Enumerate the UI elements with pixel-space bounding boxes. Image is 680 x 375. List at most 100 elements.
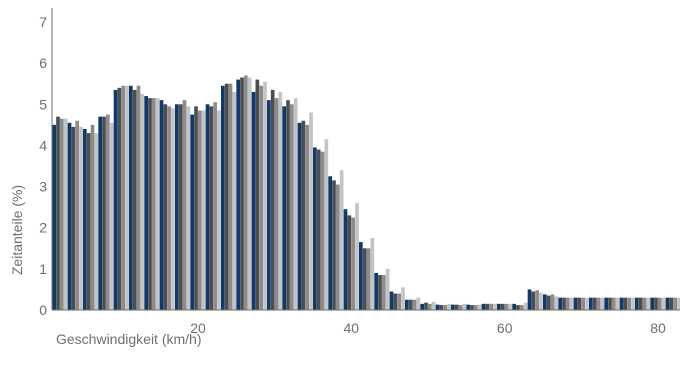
bar-42-s4 <box>370 238 375 310</box>
bar-26-s4 <box>247 77 252 310</box>
bar-56-s4 <box>477 304 482 310</box>
bar-22-s2 <box>209 106 214 310</box>
bar-64-s4 <box>539 292 543 310</box>
bar-24-s1 <box>221 85 225 311</box>
bar-30-s4 <box>278 91 283 310</box>
bar-8-s3 <box>106 114 110 310</box>
bar-66-s3 <box>550 294 555 310</box>
bar-32-s3 <box>290 104 294 310</box>
bar-74-s2 <box>608 297 612 310</box>
bar-68-s2 <box>562 297 566 310</box>
bar-82-s3 <box>673 297 678 310</box>
bar-32-s1 <box>282 106 287 310</box>
bar-38-s1 <box>328 176 333 310</box>
bar-66-s2 <box>546 295 551 310</box>
bar-60-s3 <box>504 303 509 310</box>
bar-54-s2 <box>454 304 459 310</box>
x-axis-title: Geschwindigkeit (km/h) <box>56 331 202 347</box>
bar-80-s2 <box>654 297 658 310</box>
bar-60-s1 <box>497 303 501 310</box>
bar-48-s2 <box>408 299 413 310</box>
y-tick-label: 6 <box>39 55 47 71</box>
bar-56-s2 <box>470 305 474 310</box>
bar-48-s4 <box>416 297 421 310</box>
bar-4-s3 <box>75 120 80 311</box>
bar-26-s3 <box>244 75 248 311</box>
bar-40-s3 <box>351 217 356 310</box>
bar-24-s2 <box>224 83 229 311</box>
bar-28-s1 <box>251 91 256 310</box>
bar-42-s1 <box>359 242 363 310</box>
bar-52-s3 <box>443 305 448 310</box>
bar-82-s2 <box>669 297 674 310</box>
bar-6-s3 <box>90 124 95 310</box>
bar-6-s1 <box>83 128 87 310</box>
bar-26-s1 <box>236 79 241 310</box>
bar-64-s1 <box>527 289 532 310</box>
bar-16-s2 <box>163 104 168 310</box>
bar-50-s1 <box>420 303 425 310</box>
bar-2-s2 <box>56 116 60 310</box>
bar-58-s1 <box>481 303 486 310</box>
bar-76-s3 <box>627 297 632 310</box>
bar-32-s4 <box>293 98 298 310</box>
bar-66-s4 <box>554 296 559 310</box>
bar-30-s1 <box>267 100 271 310</box>
bar-40-s2 <box>347 215 352 310</box>
bar-44-s2 <box>378 275 382 310</box>
bar-38-s4 <box>339 170 344 310</box>
bar-46-s3 <box>397 293 402 310</box>
y-tick-label: 3 <box>39 179 47 195</box>
bar-72-s2 <box>592 297 597 310</box>
bar-18-s1 <box>175 104 179 310</box>
bar-78-s1 <box>635 297 639 310</box>
y-tick-label: 1 <box>39 261 47 277</box>
bar-28-s4 <box>263 81 267 310</box>
bar-46-s4 <box>401 287 405 310</box>
bar-30-s3 <box>274 98 279 310</box>
bar-56-s3 <box>474 305 478 310</box>
bar-76-s4 <box>631 297 635 310</box>
bar-50-s3 <box>428 303 432 310</box>
bar-82-s1 <box>665 297 670 310</box>
bar-54-s3 <box>458 305 463 310</box>
bar-46-s2 <box>393 293 398 310</box>
bar-8-s4 <box>109 122 114 310</box>
bar-62-s2 <box>516 305 520 310</box>
bar-20-s2 <box>194 106 198 310</box>
bar-22-s3 <box>213 102 218 310</box>
bar-70-s2 <box>577 297 582 310</box>
x-tick-label: 20 <box>190 320 206 336</box>
bar-2-s1 <box>52 124 57 310</box>
bar-70-s3 <box>581 297 586 310</box>
bar-56-s1 <box>466 304 471 310</box>
bar-10-s4 <box>125 85 129 311</box>
bar-6-s2 <box>86 133 91 310</box>
bar-36-s3 <box>320 151 325 310</box>
bar-4-s1 <box>67 122 72 310</box>
bar-48-s3 <box>412 299 417 310</box>
bar-26-s2 <box>240 77 244 310</box>
bar-34-s1 <box>297 122 302 310</box>
bar-12-s4 <box>140 94 145 310</box>
bar-66-s1 <box>543 294 547 310</box>
bar-78-s3 <box>642 297 647 310</box>
x-tick-label: 40 <box>344 320 360 336</box>
y-tick-label: 7 <box>39 14 47 30</box>
bar-30-s2 <box>270 89 275 310</box>
x-tick-label: 80 <box>650 320 666 336</box>
bar-50-s2 <box>424 302 428 310</box>
bar-10-s3 <box>121 85 126 311</box>
bar-20-s3 <box>198 110 202 311</box>
bar-8-s1 <box>98 116 103 310</box>
bar-76-s1 <box>619 297 624 310</box>
bar-2-s4 <box>63 118 68 310</box>
bar-34-s3 <box>305 124 310 310</box>
x-tick-label: 60 <box>497 320 513 336</box>
bar-44-s4 <box>385 268 390 310</box>
bar-20-s1 <box>190 114 195 310</box>
bar-44-s1 <box>374 272 379 310</box>
bar-82-s4 <box>677 297 680 310</box>
bar-46-s1 <box>389 291 394 310</box>
